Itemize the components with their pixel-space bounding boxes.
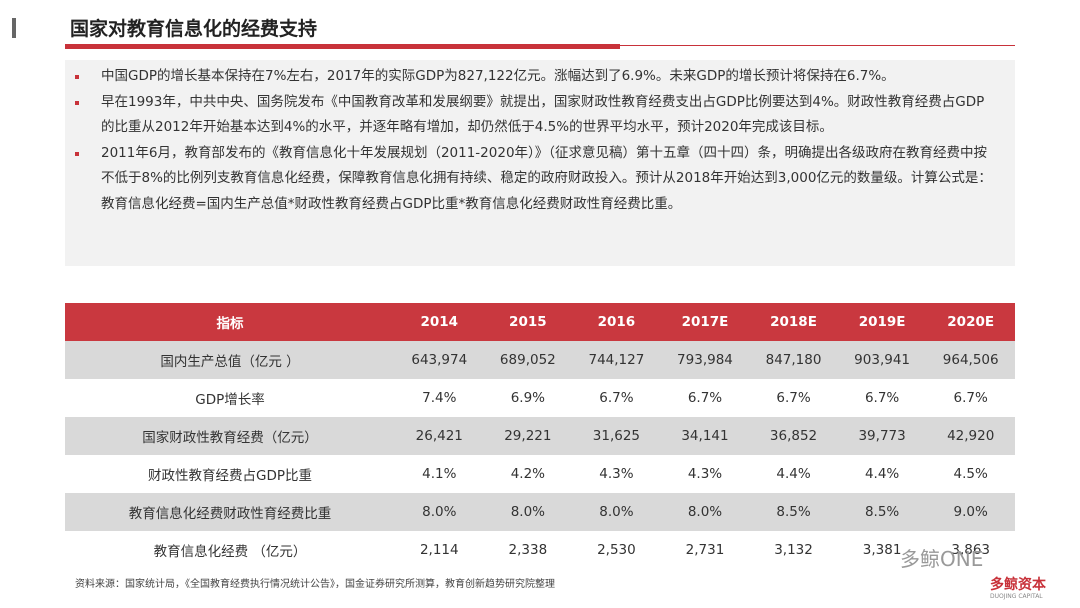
title: 国家对教育信息化的经费支持 xyxy=(70,18,318,40)
row: 教育信息化经费财政性育经费比重 8.0% 8.0% 8.0% 8.0% 8.5% 8.5% 9… xyxy=(65,493,1015,531)
cell: 793,984 xyxy=(660,341,750,379)
cell: 689,052 xyxy=(483,341,573,379)
cell: 教育信息化经费财政性育经费比重 xyxy=(65,493,395,531)
title-rule-thin xyxy=(620,45,1015,46)
cell: 2,114 xyxy=(419,542,459,558)
cell: 6.7% xyxy=(864,390,900,406)
watermark: 多鲸ONE xyxy=(900,547,984,571)
row: 财政性教育经费占GDP比重 4.1% 4.2% 4.3% 4.3% 4.4% 4.4% 4.5… xyxy=(65,455,1015,493)
cell: 8.5% xyxy=(749,493,838,531)
logo-en: DUOJING CAPITAL xyxy=(990,593,1043,600)
header-cell: 指标 xyxy=(65,303,395,341)
bullet: 早在1993年，中共中央、国务院发布《中国教育改革和发展纲要》就提出，国家财政性… xyxy=(75,90,995,141)
cell: 847,180 xyxy=(749,341,838,379)
bullet: 中国GDP的增长基本保持在7%左右，2017年的实际GDP为827,122亿元。… xyxy=(75,64,995,90)
header-cell: 2015 xyxy=(483,303,573,341)
cell: 8.0% xyxy=(572,493,661,531)
marker xyxy=(12,18,16,38)
cell: 国内生产总值（亿元 ） xyxy=(65,341,395,379)
cell: 6.7% xyxy=(776,390,811,406)
cell: 4.2% xyxy=(510,466,545,482)
cell: 29,221 xyxy=(483,417,573,455)
cell: 3,381 xyxy=(862,542,902,558)
cell: 教育信息化经费 （亿元） xyxy=(153,544,307,560)
header-cell: 2014 xyxy=(395,303,484,341)
bullets: 中国GDP的增长基本保持在7%左右，2017年的实际GDP为827,122亿元。… xyxy=(65,60,1015,266)
row: 国内生产总值（亿元 ） 643,974 689,052 744,127 793,984 8… xyxy=(65,341,1015,379)
cell: GDP增长率 xyxy=(195,392,265,408)
header-cell: 2020E xyxy=(926,303,1015,341)
cell: 2,338 xyxy=(508,542,548,558)
cell: 744,127 xyxy=(572,341,661,379)
cell: 39,773 xyxy=(837,417,927,455)
cell: 3,132 xyxy=(774,542,813,558)
logo: 多鲸资本 xyxy=(990,577,1046,593)
cell: 6.9% xyxy=(510,390,545,406)
cell: 6.7% xyxy=(953,390,988,406)
cell: 31,625 xyxy=(572,417,661,455)
cell: 4.1% xyxy=(422,466,457,482)
cell: 42,920 xyxy=(926,417,1015,455)
cell: 财政性教育经费占GDP比重 xyxy=(148,468,312,484)
cell: 7.4% xyxy=(422,390,457,406)
header-cell: 2019E xyxy=(837,303,927,341)
cell: 4.4% xyxy=(776,466,811,482)
header-cell: 2017E xyxy=(660,303,750,341)
header-row: 指标 2014 2015 2016 2017E 2018E 2019E 2020E xyxy=(65,303,1015,341)
cell: 6.7% xyxy=(687,390,723,406)
cell: 9.0% xyxy=(926,493,1015,531)
cell: 4.5% xyxy=(953,466,988,482)
title-rule xyxy=(65,44,620,49)
cell: 8.0% xyxy=(483,493,573,531)
header-cell: 2016 xyxy=(572,303,661,341)
cell: 2,731 xyxy=(685,542,725,558)
source: 资料来源：国家统计局，《全国教育经费执行情况统计公告》，国金证券研究所测算，教育… xyxy=(75,579,555,590)
cell: 4.4% xyxy=(864,466,900,482)
cell: 36,852 xyxy=(749,417,838,455)
cell: 8.5% xyxy=(837,493,927,531)
cell: 4.3% xyxy=(599,466,634,482)
cell: 964,506 xyxy=(926,341,1015,379)
cell: 26,421 xyxy=(395,417,484,455)
row: GDP增长率 7.4% 6.9% 6.7% 6.7% 6.7% 6.7% 6.7% xyxy=(65,379,1015,417)
cell: 3,863 xyxy=(951,542,991,558)
cell: 34,141 xyxy=(660,417,750,455)
table: 指标 2014 2015 2016 2017E 2018E 2019E 2020E 国内生产总值… xyxy=(65,303,1015,569)
cell: 2,530 xyxy=(597,542,636,558)
cell: 643,974 xyxy=(395,341,484,379)
cell: 4.3% xyxy=(687,466,723,482)
cell: 6.7% xyxy=(599,390,634,406)
cell: 903,941 xyxy=(837,341,927,379)
cell: 国家财政性教育经费（亿元） xyxy=(65,417,395,455)
bullet: 2011年6月，教育部发布的《教育信息化十年发展规划（2011-2020年）》（… xyxy=(75,141,995,218)
cell: 8.0% xyxy=(660,493,750,531)
header-cell: 2018E xyxy=(749,303,838,341)
row: 国家财政性教育经费（亿元） 26,421 29,221 31,625 34,141 36,… xyxy=(65,417,1015,455)
cell: 8.0% xyxy=(395,493,484,531)
row: 教育信息化经费 （亿元） 2,114 2,338 2,530 2,731 3,132 3,3… xyxy=(65,531,1015,569)
